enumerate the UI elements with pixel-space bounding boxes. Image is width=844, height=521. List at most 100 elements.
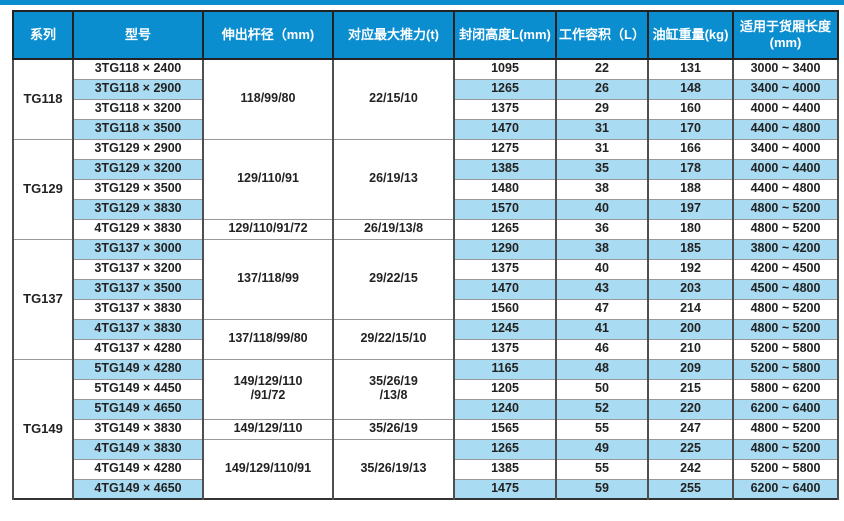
max-thrust-cell: 29/22/15 — [332, 238, 455, 320]
closed-height-cell: 1475 — [453, 478, 557, 500]
cargo-length-cell: 4800 ~ 5200 — [732, 318, 839, 340]
closed-height-cell: 1205 — [453, 378, 557, 400]
top-accent-strip — [0, 0, 844, 5]
series-cell: TG118 — [12, 58, 74, 140]
cylinder-weight-cell: 166 — [647, 138, 734, 160]
series-cell: TG137 — [12, 238, 74, 360]
col-header-max-thrust: 对应最大推力(t) — [332, 10, 455, 60]
model-cell: 5TG149 × 4450 — [72, 378, 204, 400]
table-row: TG129 3TG129 × 2900 129/110/91 26/19/13 1275… — [12, 138, 839, 240]
spec-table-body: TG118 3TG118 × 2400 118/99/80 22/15/10 1095 2… — [12, 58, 839, 500]
model-cell: 4TG149 × 4650 — [72, 478, 204, 500]
cargo-length-cell: 4800 ~ 5200 — [732, 438, 839, 460]
cylinder-weight-cell: 225 — [647, 438, 734, 460]
closed-height-cell: 1470 — [453, 118, 557, 140]
model-cell: 3TG137 × 3000 — [72, 238, 204, 260]
max-thrust-cell: 35/26/19 /13/8 — [332, 358, 455, 420]
table-row: 4TG149 × 4280 1385 55 242 5200 ~ 5800 — [13, 458, 839, 480]
cylinder-weight-cell: 247 — [647, 418, 734, 440]
series-cell: TG129 — [12, 138, 74, 240]
closed-height-cell: 1375 — [453, 98, 557, 120]
cylinder-weight-cell: 203 — [647, 278, 734, 300]
max-thrust-cell: 26/19/13/8 — [332, 218, 455, 240]
closed-height-cell: 1470 — [453, 278, 557, 300]
working-volume-cell: 55 — [555, 458, 649, 480]
working-volume-cell: 46 — [555, 338, 649, 360]
cargo-length-cell: 5200 ~ 5800 — [732, 458, 839, 480]
closed-height-cell: 1265 — [453, 218, 557, 240]
closed-height-cell: 1290 — [453, 238, 557, 260]
table-row: 3TG149 × 3830 149/129/110 35/26/19 1565 55 24… — [13, 418, 839, 440]
model-cell: 3TG129 × 3500 — [72, 178, 204, 200]
cylinder-weight-cell: 242 — [647, 458, 734, 480]
cargo-length-cell: 4000 ~ 4400 — [732, 98, 839, 120]
model-cell: 3TG129 × 3830 — [72, 198, 204, 220]
cargo-length-cell: 4800 ~ 5200 — [732, 198, 839, 220]
model-cell: 3TG129 × 3200 — [72, 158, 204, 180]
table-row: 4TG129 × 3830 129/110/91/72 26/19/13/8 1265… — [13, 218, 839, 240]
working-volume-cell: 35 — [555, 158, 649, 180]
cylinder-weight-cell: 131 — [647, 58, 734, 80]
table-row: 3TG137 × 3830 1560 47 214 4800 ~ 5200 — [13, 298, 839, 320]
cylinder-weight-cell: 180 — [647, 218, 734, 240]
cylinder-weight-cell: 214 — [647, 298, 734, 320]
working-volume-cell: 36 — [555, 218, 649, 240]
model-cell: 3TG137 × 3500 — [72, 278, 204, 300]
model-cell: 3TG149 × 3830 — [72, 418, 204, 440]
model-cell: 4TG149 × 3830 — [72, 438, 204, 460]
max-thrust-cell: 22/15/10 — [332, 58, 455, 140]
cylinder-weight-cell: 215 — [647, 378, 734, 400]
table-row: 3TG118 × 3500 1470 31 170 4400 ~ 4800 — [13, 118, 839, 140]
closed-height-cell: 1240 — [453, 398, 557, 420]
working-volume-cell: 48 — [555, 358, 649, 380]
model-cell: 3TG118 × 2900 — [72, 78, 204, 100]
working-volume-cell: 26 — [555, 78, 649, 100]
max-thrust-cell: 35/26/19/13 — [332, 438, 455, 500]
cylinder-spec-table: 系列 型号 伸出杆径（mm) 对应最大推力(t) 封闭高度L(mm) 工作容积（… — [12, 10, 839, 500]
cylinder-weight-cell: 220 — [647, 398, 734, 420]
col-header-series: 系列 — [12, 10, 74, 60]
closed-height-cell: 1165 — [453, 358, 557, 380]
working-volume-cell: 52 — [555, 398, 649, 420]
closed-height-cell: 1560 — [453, 298, 557, 320]
working-volume-cell: 38 — [555, 238, 649, 260]
table-row: 4TG137 × 3830 137/118/99/80 29/22/15/10 124… — [13, 318, 839, 360]
model-cell: 3TG137 × 3830 — [72, 298, 204, 320]
series-cell: TG149 — [12, 358, 74, 500]
table-row: 3TG129 × 3830 1570 40 197 4800 ~ 5200 — [13, 198, 839, 220]
rod-diameter-cell: 129/110/91/72 — [202, 218, 334, 240]
working-volume-cell: 43 — [555, 278, 649, 300]
model-cell: 3TG118 × 3500 — [72, 118, 204, 140]
closed-height-cell: 1385 — [453, 158, 557, 180]
working-volume-cell: 59 — [555, 478, 649, 500]
working-volume-cell: 47 — [555, 298, 649, 320]
model-cell: 3TG137 × 3200 — [72, 258, 204, 280]
rod-diameter-cell: 149/129/110/91 — [202, 438, 334, 500]
rod-diameter-cell: 137/118/99 — [202, 238, 334, 320]
working-volume-cell: 40 — [555, 258, 649, 280]
col-header-closed-height: 封闭高度L(mm) — [453, 10, 557, 60]
closed-height-cell: 1480 — [453, 178, 557, 200]
rod-diameter-cell: 137/118/99/80 — [202, 318, 334, 360]
closed-height-cell: 1245 — [453, 318, 557, 340]
table-row: TG137 3TG137 × 3000 137/118/99 29/22/15 1290… — [12, 238, 839, 360]
col-header-rod-diameter: 伸出杆径（mm) — [202, 10, 334, 60]
cargo-length-cell: 5800 ~ 6200 — [732, 378, 839, 400]
table-row: 4TG149 × 3830 149/129/110/91 35/26/19/13 12… — [13, 438, 839, 500]
working-volume-cell: 22 — [555, 58, 649, 80]
cylinder-weight-cell: 188 — [647, 178, 734, 200]
cylinder-weight-cell: 170 — [647, 118, 734, 140]
model-cell: 3TG118 × 2400 — [72, 58, 204, 80]
cargo-length-cell: 4800 ~ 5200 — [732, 418, 839, 440]
max-thrust-cell: 35/26/19 — [332, 418, 455, 440]
cargo-length-cell: 6200 ~ 6400 — [732, 478, 839, 500]
closed-height-cell: 1095 — [453, 58, 557, 80]
rod-diameter-cell: 118/99/80 — [202, 58, 334, 140]
table-row: 5TG149 × 4650 1240 52 220 6200 ~ 6400 — [13, 398, 839, 420]
closed-height-cell: 1375 — [453, 258, 557, 280]
cylinder-weight-cell: 197 — [647, 198, 734, 220]
cargo-length-cell: 6200 ~ 6400 — [732, 398, 839, 420]
closed-height-cell: 1385 — [453, 458, 557, 480]
max-thrust-cell: 29/22/15/10 — [332, 318, 455, 360]
cylinder-weight-cell: 210 — [647, 338, 734, 360]
